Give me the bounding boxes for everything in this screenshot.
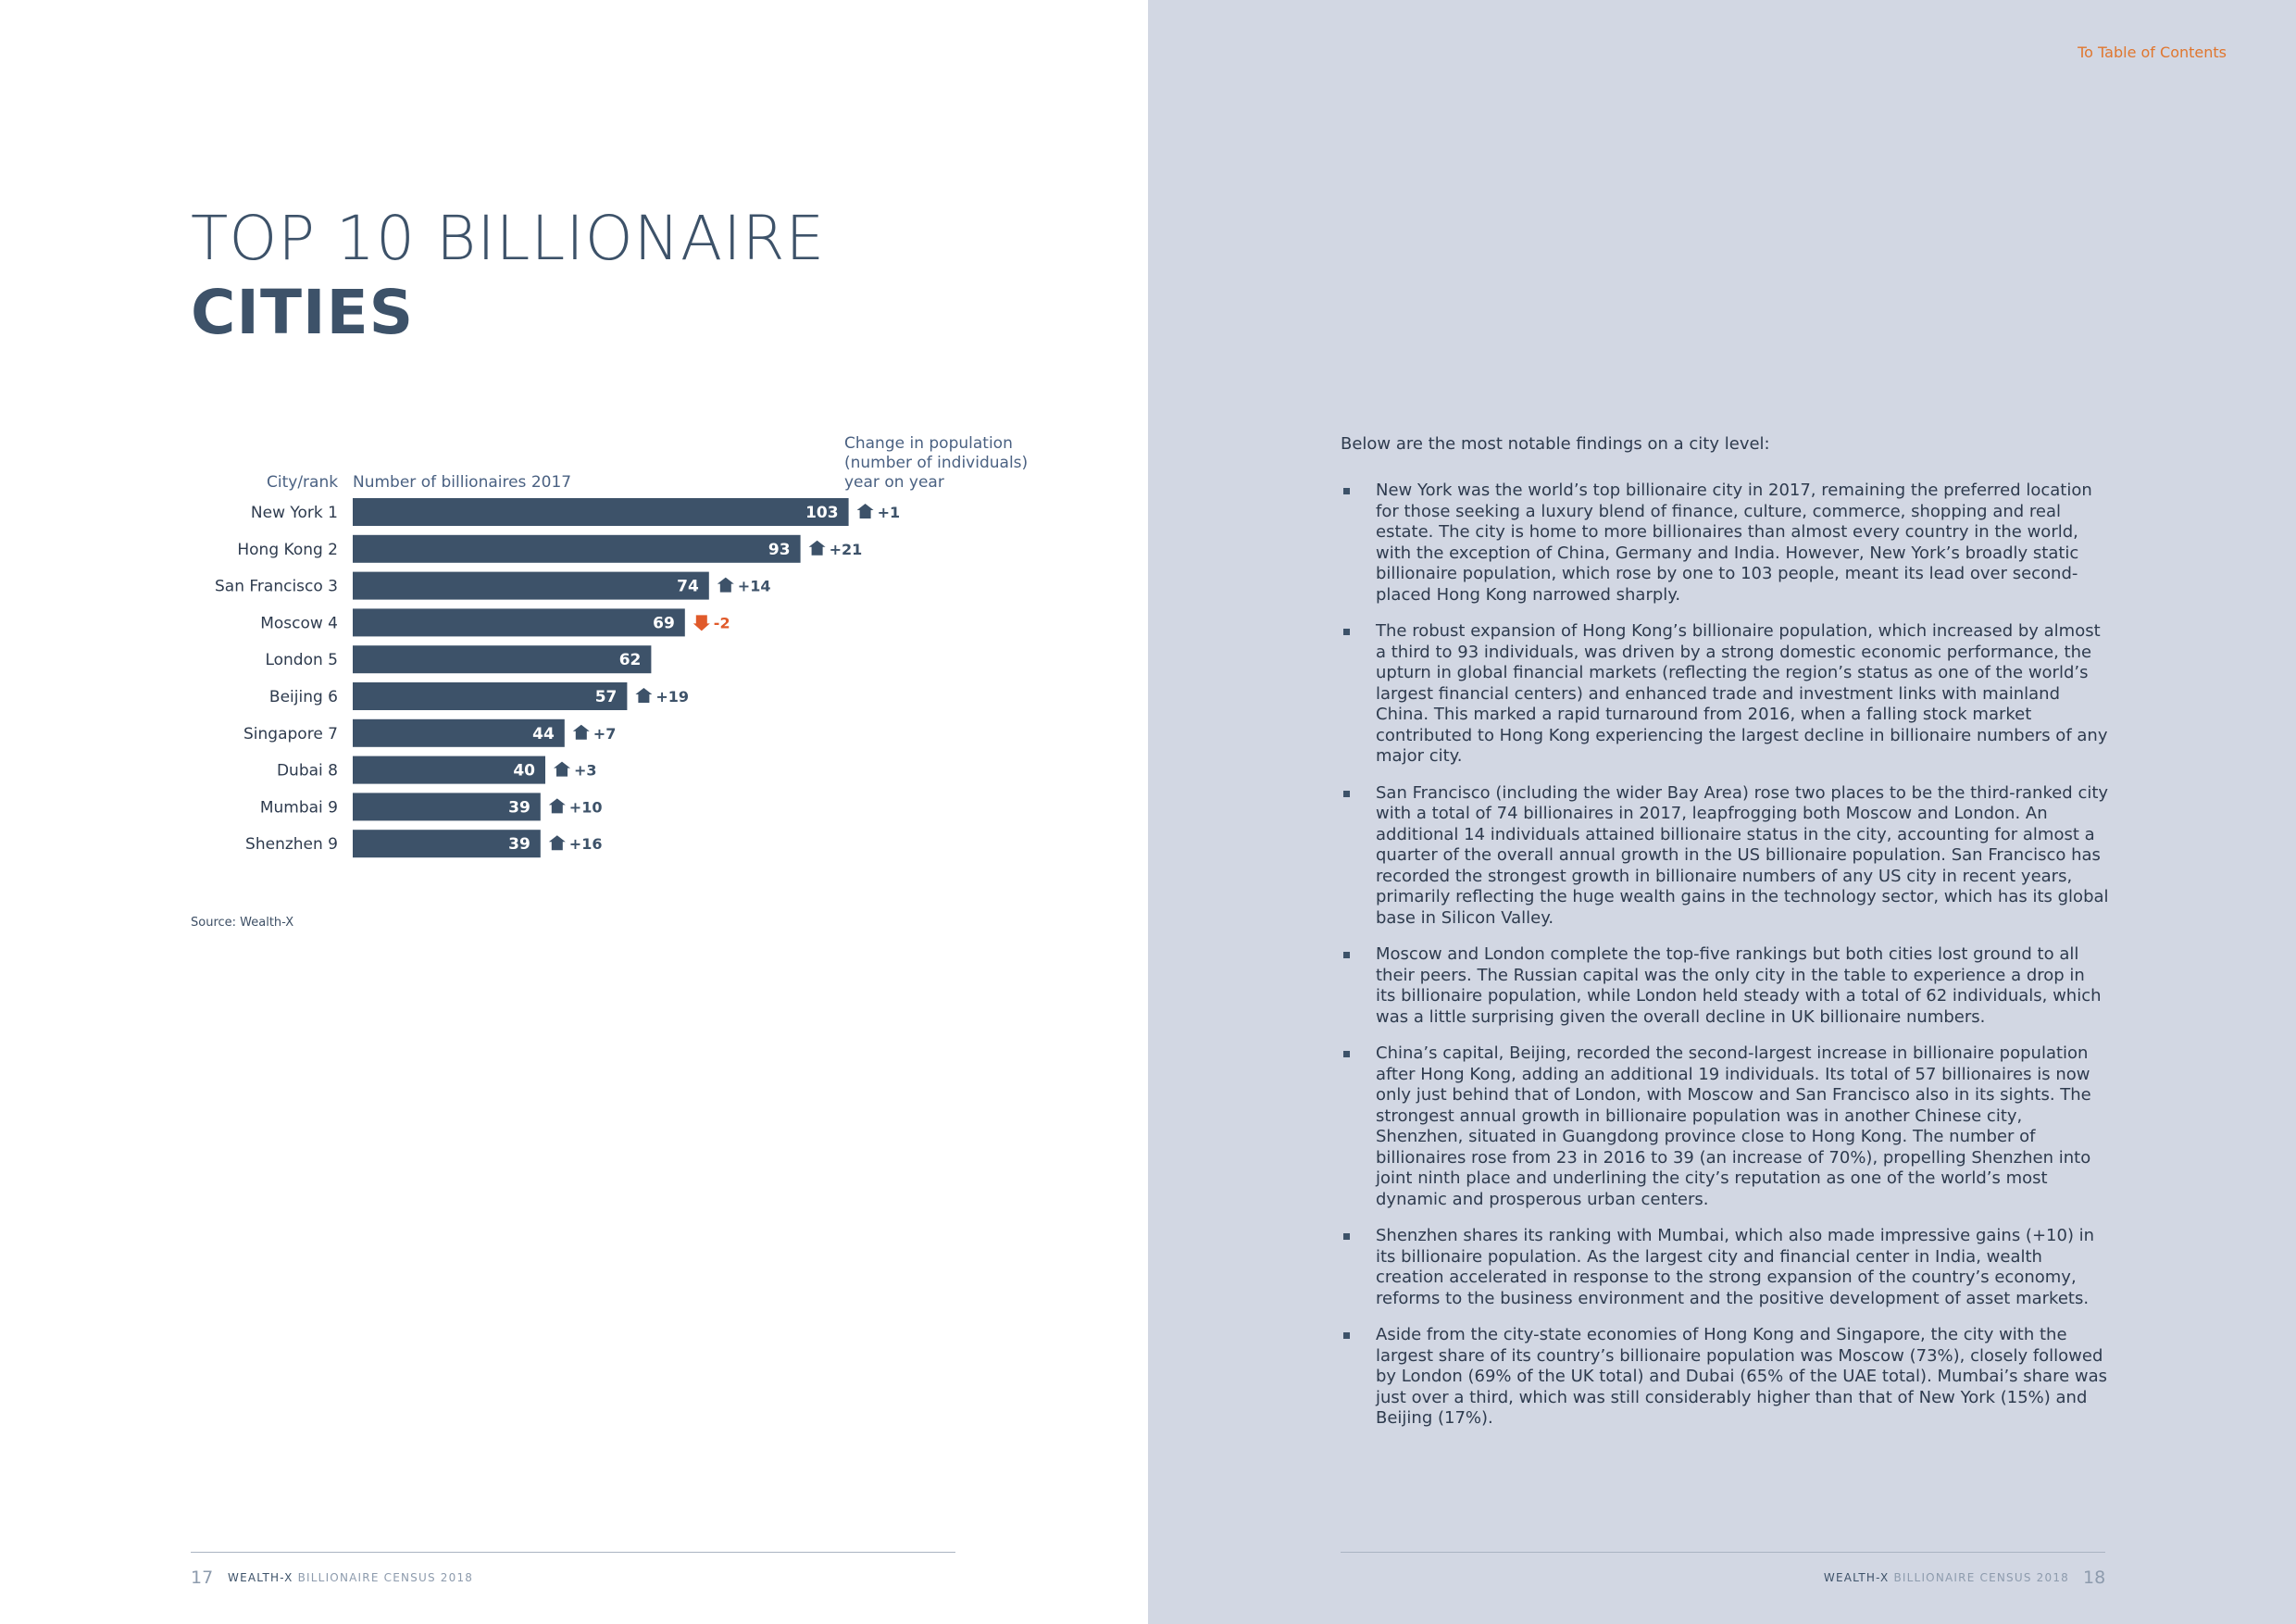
finding-text: China’s capital, Beijing, recorded the s… [1376,1043,2091,1209]
bullet-icon [1343,488,1350,494]
bar [353,718,565,747]
right-page: To Table of Contents [1148,0,2296,1624]
bullet-icon [1343,952,1350,958]
finding-text: San Francisco (including the wider Bay A… [1376,782,2109,928]
chart-header-change: Change in population (number of individu… [844,434,1029,492]
city-label: Moscow 4 [260,614,338,632]
footer-subtitle: BILLIONAIRE CENSUS 2018 [293,1571,474,1584]
bar [353,793,541,821]
bar-value-label: 103 [805,504,839,522]
bar [353,682,628,710]
footer-brand-right: WEALTH-X [1823,1571,1890,1584]
change-label: +16 [569,835,603,853]
change-label: +21 [830,541,863,558]
list-item: The robust expansion of Hong Kong’s bill… [1341,621,2109,768]
finding-text: Shenzhen shares its ranking with Mumbai,… [1376,1226,2095,1308]
list-item: Moscow and London complete the top-five … [1341,944,2109,1028]
list-item: Aside from the city-state economies of H… [1341,1325,2109,1430]
footer-subtitle-right: BILLIONAIRE CENSUS 2018 [1889,1571,2069,1584]
arrow-up-icon [554,761,570,777]
bar [353,571,709,600]
city-label: Shenzhen 9 [245,835,338,854]
arrow-up-icon [548,798,566,814]
chart-source: Source: Wealth-X [191,916,294,930]
city-label: Hong Kong 2 [237,541,338,559]
arrow-up-icon [808,540,826,556]
chart-header-number: Number of billionaires 2017 [353,473,572,492]
footer-divider [191,1552,955,1553]
left-page: TOP 10 BILLIONAIRE CITIES City/rank Numb… [191,203,1029,1588]
change-label: +3 [574,762,597,780]
city-label: Dubai 8 [277,762,338,781]
city-label: Beijing 6 [269,688,338,706]
finding-text: Aside from the city-state economies of H… [1376,1325,2108,1428]
city-label: Mumbai 9 [260,798,338,817]
change-label: +1 [878,504,901,521]
change-label: +7 [593,725,617,743]
arrow-up-icon [548,835,566,851]
change-label: +19 [655,688,689,706]
list-item: China’s capital, Beijing, recorded the s… [1341,1043,2109,1210]
arrow-down-icon [693,615,710,631]
page-number-right: 18 [2083,1568,2106,1588]
footer-divider-right [1341,1552,2105,1553]
page-number: 17 [191,1568,214,1588]
bar [353,534,801,563]
bar [353,756,545,784]
page-title-line1: TOP 10 BILLIONAIRE [191,203,826,274]
page-title-line2: CITIES [191,277,415,348]
finding-text: New York was the world’s top billionaire… [1376,481,2092,605]
bar-value-label: 74 [677,578,699,596]
bar-value-label: 40 [513,762,535,781]
bar-value-label: 62 [619,651,642,669]
finding-text: The robust expansion of Hong Kong’s bill… [1376,621,2108,766]
arrow-up-icon [572,724,590,740]
table-of-contents-link[interactable]: To Table of Contents [2078,44,2227,61]
city-label: New York 1 [251,504,338,522]
bullet-icon [1343,1233,1350,1240]
bar [353,645,652,674]
city-label: San Francisco 3 [215,578,338,596]
arrow-up-icon [717,577,734,593]
bullet-icon [1343,790,1350,797]
change-label: +14 [738,578,771,595]
change-label: +10 [569,798,603,816]
bullet-icon [1343,629,1350,635]
findings-list: New York was the world’s top billionaire… [1341,481,2109,1445]
footer-title: WEALTH-X BILLIONAIRE CENSUS 2018 [228,1571,473,1584]
bar-value-label: 39 [508,835,530,854]
list-item: New York was the world’s top billionaire… [1341,481,2109,606]
bullet-icon [1343,1332,1350,1339]
arrow-up-icon [856,504,874,518]
city-label: London 5 [265,651,338,669]
billionaire-cities-chart: New York 1 103 +1 Hong Kong 2 93 +21 San Franc… [215,498,901,858]
footer-title-right: WEALTH-X BILLIONAIRE CENSUS 2018 [1824,1571,2069,1584]
chart-header-city: City/rank [267,473,339,492]
footer-brand: WEALTH-X [228,1571,293,1584]
bar [353,608,685,637]
bar [353,498,849,526]
change-label: -2 [714,614,730,631]
finding-text: Moscow and London complete the top-five … [1376,944,2102,1027]
findings-intro: Below are the most notable findings on a… [1341,434,1770,454]
bar-value-label: 44 [532,725,555,743]
arrow-up-icon [635,688,653,703]
bar [353,830,541,858]
bar-value-label: 93 [768,541,791,559]
list-item: Shenzhen shares its ranking with Mumbai,… [1341,1226,2109,1309]
city-label: Singapore 7 [243,725,338,743]
list-item: San Francisco (including the wider Bay A… [1341,783,2109,930]
bar-value-label: 39 [508,798,530,817]
bar-value-label: 69 [653,614,675,632]
bullet-icon [1343,1051,1350,1057]
bar-value-label: 57 [595,688,618,706]
